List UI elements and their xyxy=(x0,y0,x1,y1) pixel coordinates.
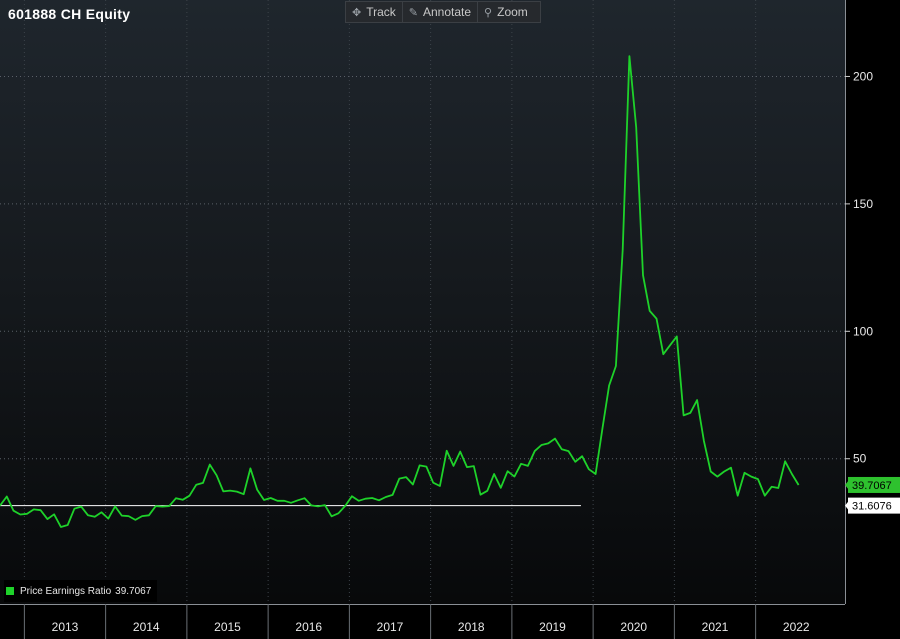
chart-title: 601888 CH Equity xyxy=(8,6,131,22)
pencil-icon: ✎ xyxy=(408,6,418,19)
y-tick-label: 150 xyxy=(853,197,873,211)
x-tick-label: 2016 xyxy=(295,620,322,634)
series-layer xyxy=(0,55,800,528)
x-tick-label: 2021 xyxy=(702,620,729,634)
x-tick-label: 2018 xyxy=(458,620,485,634)
zoom-label: Zoom xyxy=(497,5,528,19)
track-label: Track xyxy=(366,5,396,19)
current-value-badge-box xyxy=(848,476,900,493)
y-tick-label: 200 xyxy=(853,69,873,83)
current-value-badge-pointer xyxy=(845,479,849,490)
y-tick-label: 50 xyxy=(853,452,867,466)
x-tick-label: 2013 xyxy=(52,620,79,634)
x-tick-label: 2019 xyxy=(539,620,566,634)
zoom-button[interactable]: ⚲ Zoom xyxy=(478,2,534,22)
chart-toolbar: ✥ Track ✎ Annotate ⚲ Zoom xyxy=(345,1,541,23)
chart-legend[interactable]: Price Earnings Ratio 39.7067 xyxy=(4,580,158,602)
x-tick-label: 2022 xyxy=(783,620,810,634)
y-tick-label: 100 xyxy=(853,324,873,338)
legend-value: 39.7067 xyxy=(115,585,152,597)
chart-gridlines xyxy=(0,0,845,604)
toolbar-divider xyxy=(401,2,403,22)
reference-value-badge-box xyxy=(848,497,900,514)
x-tick-label: 2014 xyxy=(133,620,160,634)
track-button[interactable]: ✥ Track xyxy=(346,2,402,22)
x-tick-label: 2015 xyxy=(214,620,241,634)
crosshair-icon: ✥ xyxy=(352,6,362,19)
series-line xyxy=(0,55,800,528)
x-tick-label: 2017 xyxy=(377,620,404,634)
toolbar-divider xyxy=(477,2,479,22)
value-badges: 39.7067 31.6076 xyxy=(845,476,900,514)
annotate-label: Annotate xyxy=(423,5,472,19)
x-tick-label: 2020 xyxy=(620,620,647,634)
legend-swatch xyxy=(6,587,14,595)
reference-value-badge-pointer xyxy=(845,500,849,511)
x-axis: 2013 2014 2015 2016 2017 2018 2019 2020 2021 2022 xyxy=(0,604,900,639)
y-axis: 50 100 150 200 xyxy=(845,0,900,639)
x-axis-band xyxy=(0,604,900,639)
current-value-badge-label: 39.7067 xyxy=(852,480,892,492)
annotate-button[interactable]: ✎ Annotate xyxy=(403,2,477,22)
legend-label: Price Earnings Ratio xyxy=(20,585,112,597)
y-axis-band xyxy=(845,0,900,639)
magnifier-icon: ⚲ xyxy=(484,6,493,19)
reference-value-badge-label: 31.6076 xyxy=(852,501,892,513)
